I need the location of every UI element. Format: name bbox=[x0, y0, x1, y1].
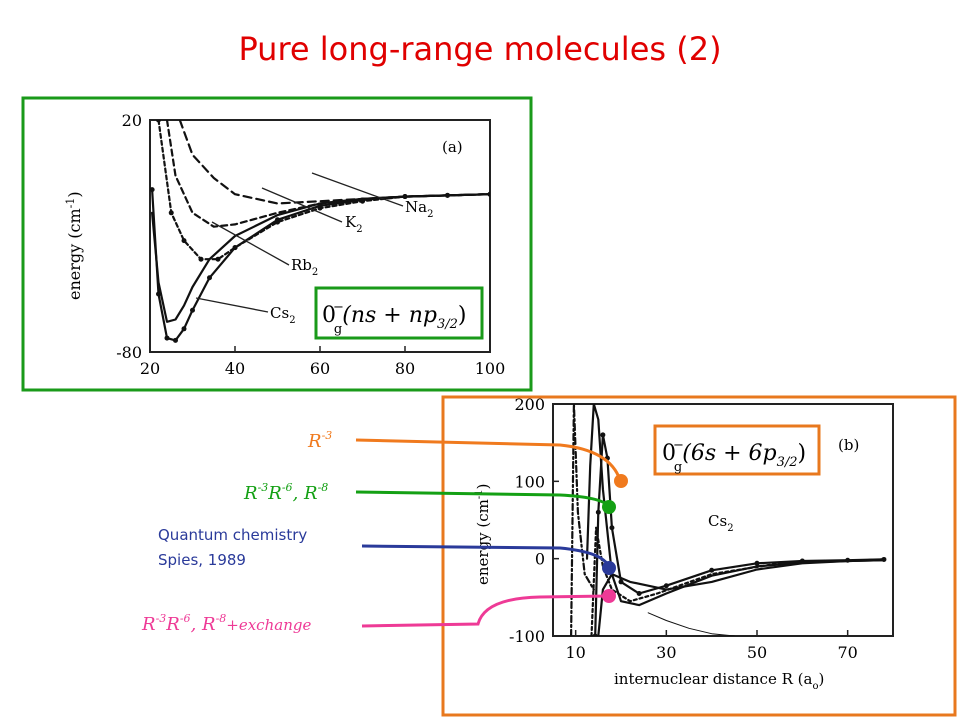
a-series-0 bbox=[178, 120, 490, 205]
dot-exch bbox=[602, 589, 616, 603]
dot-r3 bbox=[614, 474, 628, 488]
b-series-3 bbox=[590, 526, 885, 636]
a-series-2 bbox=[157, 120, 490, 261]
panel-b-ylabel: energy (cm-1) bbox=[474, 483, 492, 585]
a-series-4-point-0 bbox=[150, 187, 155, 193]
label-na2: Na2 bbox=[405, 198, 433, 220]
panel-b-ylabel-text: energy (cm bbox=[474, 499, 492, 585]
panel-a-ylabel-sup: -1 bbox=[64, 198, 77, 209]
a-xtick-label-0: 20 bbox=[140, 359, 160, 378]
panel-a-formula: 0− g(ns + np3/2) bbox=[322, 300, 466, 337]
a-ytick-label-0: 20 bbox=[122, 111, 142, 130]
dot-qc bbox=[602, 561, 616, 575]
b-series-1-point-9 bbox=[754, 560, 760, 566]
a-xtick-label-3: 80 bbox=[395, 359, 415, 378]
a-series-4-point-9 bbox=[317, 203, 323, 209]
a-series-2-point-2 bbox=[181, 238, 187, 244]
panel-b-formula-box bbox=[653, 424, 821, 476]
a-series-2-point-4 bbox=[215, 256, 221, 262]
b-ytick-label-0: 200 bbox=[514, 395, 545, 414]
panel-a-ylabel: energy (cm-1) bbox=[64, 191, 84, 300]
panel-a-series-labels: Na2 K2 Rb2 Cs2 bbox=[270, 198, 433, 326]
b-series-0 bbox=[585, 404, 885, 607]
dot-r3r6 bbox=[602, 500, 616, 514]
panel-a-label: (a) bbox=[442, 138, 463, 156]
b-xtick-label-0: 10 bbox=[565, 643, 585, 662]
annotation-exch: R-3R-6, R-8+exchange bbox=[141, 612, 311, 635]
a-series-4-point-6 bbox=[207, 275, 212, 281]
b-xtick-label-1: 30 bbox=[656, 643, 676, 662]
b-xtick-label-2: 50 bbox=[747, 643, 767, 662]
a-series-4-point-3 bbox=[173, 337, 178, 343]
leader-r3 bbox=[355, 438, 622, 481]
panel-a-formula-box bbox=[314, 286, 484, 340]
panel-a-frame bbox=[21, 96, 533, 392]
a-series-4-point-7 bbox=[232, 245, 238, 251]
page-title: Pure long-range molecules (2) bbox=[238, 30, 722, 68]
panel-b-xlabel: internuclear distance R (ao) bbox=[614, 670, 824, 692]
a-series-2-point-0 bbox=[156, 120, 161, 123]
b-series-1-point-1 bbox=[595, 509, 601, 515]
a-series-4-point-11 bbox=[402, 194, 408, 200]
b-series-1-point-0 bbox=[592, 633, 598, 636]
a-series-2-point-3 bbox=[198, 256, 204, 262]
b-series-1-point-8 bbox=[709, 567, 715, 573]
annotation-leaders bbox=[355, 438, 628, 628]
a-ytick-label-1: -80 bbox=[116, 343, 142, 362]
b-ytick-label-1: 100 bbox=[514, 472, 545, 491]
panel-b-xlabel-text: internuclear distance R (a bbox=[614, 670, 812, 688]
panel-a-label-leaders bbox=[195, 172, 404, 313]
a-xtick-label-4: 100 bbox=[475, 359, 506, 378]
panel-b-frame bbox=[441, 395, 957, 717]
label-cs2: Cs2 bbox=[270, 304, 296, 326]
b-xtick-label-3: 70 bbox=[837, 643, 857, 662]
a-series-2-point-1 bbox=[168, 210, 174, 216]
b-series-1-point-2 bbox=[600, 432, 606, 438]
a-series-4-point-13 bbox=[487, 191, 490, 197]
annotation-r3r6: R-3R-6, R-8 bbox=[243, 481, 328, 504]
a-series-4-point-1 bbox=[156, 291, 161, 297]
a-series-1 bbox=[165, 120, 490, 228]
label-rb2: Rb2 bbox=[291, 256, 318, 278]
b-series-1-point-4 bbox=[609, 525, 615, 531]
b-ytick-label-2: 0 bbox=[535, 550, 545, 569]
panel-b-label: (b) bbox=[838, 436, 859, 454]
b-series-1-point-6 bbox=[636, 590, 642, 596]
annotation-qc-line1: Quantum chemistry bbox=[158, 526, 307, 544]
a-series-4-point-4 bbox=[181, 326, 187, 332]
panel-a-curves bbox=[150, 120, 490, 343]
panel-b-axes bbox=[552, 403, 894, 637]
panel-b-ylabel-close: ) bbox=[474, 483, 492, 489]
label-k2: K2 bbox=[345, 213, 363, 235]
leader-exch bbox=[361, 594, 610, 628]
b-series-1-point-7 bbox=[663, 583, 669, 589]
panel-a-ylabel-close: ) bbox=[65, 191, 84, 197]
panel-b-formula: 0− g(6s + 6p3/2) bbox=[662, 438, 806, 475]
a-series-4-point-2 bbox=[164, 335, 170, 341]
panel-b-cs2: Cs2 bbox=[708, 512, 734, 534]
annotation-r3: R-3 bbox=[307, 429, 332, 452]
panel-b-xlabel-sub: o bbox=[812, 681, 818, 692]
b-series-1-point-5 bbox=[618, 579, 624, 585]
b-series-5 bbox=[647, 612, 735, 636]
b-series-4 bbox=[570, 404, 595, 636]
a-series-4-point-12 bbox=[445, 192, 450, 198]
a-series-4-point-5 bbox=[190, 307, 195, 313]
panel-b-curves bbox=[570, 404, 887, 636]
panel-b-xlabel-close: ) bbox=[818, 670, 824, 688]
b-ytick-label-3: -100 bbox=[509, 627, 545, 646]
a-series-4-point-10 bbox=[360, 197, 365, 203]
a-xtick-label-1: 40 bbox=[225, 359, 245, 378]
a-xtick-label-2: 60 bbox=[310, 359, 330, 378]
panel-b-ticks: 10 30 50 70 200 100 0 -100 bbox=[509, 395, 858, 662]
a-series-4-point-8 bbox=[275, 217, 280, 223]
annotation-qc-line2: Spies, 1989 bbox=[158, 551, 246, 569]
panel-a-ylabel-text: energy (cm bbox=[65, 208, 84, 300]
